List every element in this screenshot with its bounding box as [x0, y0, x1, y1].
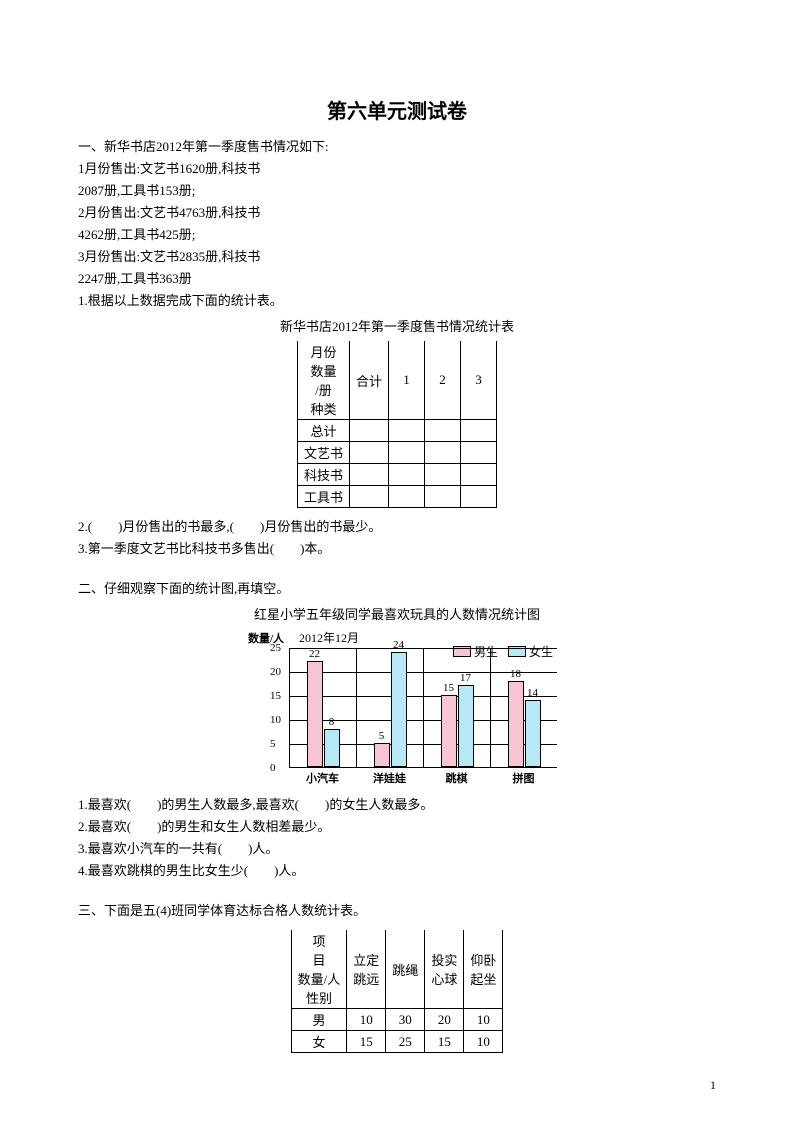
- t1-hd3: /册: [304, 380, 343, 399]
- table1: 月份 数量 /册 种类 合计 1 2 3 总计 文艺书 科技书 工具书: [297, 341, 497, 508]
- t3-col3: 投实心球: [425, 930, 464, 1009]
- t3-f-2: 15: [425, 1031, 464, 1053]
- ytick: 10: [270, 714, 281, 726]
- s1-line5: 3月份售出:文艺书2835册,科技书: [78, 246, 716, 268]
- bar-value-label: 8: [329, 716, 335, 728]
- bar-boys: 5: [374, 743, 390, 767]
- x-category-label: 跳棋: [423, 768, 490, 786]
- t3-hd3: 数量/人: [298, 969, 341, 988]
- bar-value-label: 15: [443, 682, 454, 694]
- t3-hd1: 项: [298, 931, 341, 950]
- bar-value-label: 5: [379, 730, 385, 742]
- t3-row-f: 女: [291, 1031, 347, 1053]
- table3: 项 目 数量/人 性别 立定跳远 跳绳 投实心球 仰卧起坐 男 10 30 20…: [291, 930, 504, 1053]
- t3-m-1: 30: [386, 1009, 425, 1031]
- t1-row-keji: 科技书: [297, 464, 349, 486]
- ytick: 15: [270, 690, 281, 702]
- s1-line4: 4262册,工具书425册;: [78, 224, 716, 246]
- bar-group: 524: [357, 648, 424, 767]
- bar-group: 1517: [424, 648, 491, 767]
- table1-title: 新华书店2012年第一季度售书情况统计表: [78, 316, 716, 335]
- t3-f-3: 10: [464, 1031, 503, 1053]
- page-number: 1: [710, 1078, 716, 1093]
- bar-girls: 14: [525, 700, 541, 767]
- t1-col-2: 2: [425, 341, 461, 420]
- bar-value-label: 24: [393, 639, 404, 651]
- table1-container: 月份 数量 /册 种类 合计 1 2 3 总计 文艺书 科技书 工具书: [78, 341, 716, 508]
- bar-boys: 18: [508, 681, 524, 767]
- table3-container: 项 目 数量/人 性别 立定跳远 跳绳 投实心球 仰卧起坐 男 10 30 20…: [78, 930, 716, 1053]
- t3-m-2: 20: [425, 1009, 464, 1031]
- chart-title: 红星小学五年级同学最喜欢玩具的人数情况统计图: [78, 604, 716, 623]
- ytick: 0: [270, 762, 276, 774]
- s2-q1: 1.最喜欢( )的男生人数最多,最喜欢( )的女生人数最多。: [78, 794, 716, 816]
- bar-value-label: 17: [460, 672, 471, 684]
- s2-q2: 2.最喜欢( )的男生和女生人数相差最少。: [78, 816, 716, 838]
- bar-group: 1814: [491, 648, 557, 767]
- ytick: 20: [270, 666, 281, 678]
- t1-row-gongju: 工具书: [297, 486, 349, 508]
- t3-col4: 仰卧起坐: [464, 930, 503, 1009]
- x-axis-labels: 小汽车洋娃娃跳棋拼图: [289, 768, 557, 786]
- s2-q3: 3.最喜欢小汽车的一共有( )人。: [78, 838, 716, 860]
- bar-value-label: 22: [309, 648, 320, 660]
- s1-line3: 2月份售出:文艺书4763册,科技书: [78, 202, 716, 224]
- bar-girls: 17: [458, 685, 474, 767]
- t1-col-1: 1: [389, 341, 425, 420]
- s1-q1: 1.根据以上数据完成下面的统计表。: [78, 290, 716, 312]
- x-category-label: 小汽车: [289, 768, 356, 786]
- x-category-label: 拼图: [490, 768, 557, 786]
- t1-hd2: 数量: [304, 361, 343, 380]
- t3-row-m: 男: [291, 1009, 347, 1031]
- page-title: 第六单元测试卷: [78, 95, 716, 124]
- bar-value-label: 18: [510, 668, 521, 680]
- bar-boys: 15: [441, 695, 457, 767]
- t1-col-3: 3: [461, 341, 497, 420]
- plot-area: 数量/人 0510152025 22852415171814: [289, 648, 557, 768]
- s1-line1: 1月份售出:文艺书1620册,科技书: [78, 158, 716, 180]
- t1-row-total: 总计: [297, 420, 349, 442]
- t3-col2: 跳绳: [386, 930, 425, 1009]
- bar-boys: 22: [307, 661, 323, 767]
- t1-hd4: 种类: [304, 399, 343, 418]
- bar-value-label: 14: [527, 687, 538, 699]
- bar-group: 228: [290, 648, 357, 767]
- s1-q3: 3.第一季度文艺书比科技书多售出( )本。: [78, 538, 716, 560]
- t1-hd1: 月份: [304, 342, 343, 361]
- section1-heading: 一、新华书店2012年第一季度售书情况如下:: [78, 136, 716, 158]
- t1-col-total: 合计: [350, 341, 389, 420]
- t1-row-wenyi: 文艺书: [297, 442, 349, 464]
- t3-f-1: 25: [386, 1031, 425, 1053]
- t3-col1: 立定跳远: [347, 930, 386, 1009]
- t3-hd2: 目: [298, 950, 341, 969]
- bar-chart: 2012年12月 男生 女生 数量/人 0510152025 228524151…: [237, 629, 557, 786]
- t3-m-0: 10: [347, 1009, 386, 1031]
- x-category-label: 洋娃娃: [356, 768, 423, 786]
- t3-f-0: 15: [347, 1031, 386, 1053]
- section2-heading: 二、仔细观察下面的统计图,再填空。: [78, 578, 716, 600]
- ytick: 5: [270, 738, 276, 750]
- t3-hd4: 性别: [298, 988, 341, 1007]
- bar-girls: 24: [391, 652, 407, 767]
- ytick: 25: [270, 642, 281, 654]
- t3-m-3: 10: [464, 1009, 503, 1031]
- bar-girls: 8: [324, 729, 340, 767]
- s2-q4: 4.最喜欢跳棋的男生比女生少( )人。: [78, 860, 716, 882]
- chart-container: 2012年12月 男生 女生 数量/人 0510152025 228524151…: [78, 629, 716, 786]
- section3-heading: 三、下面是五(4)班同学体育达标合格人数统计表。: [78, 900, 716, 922]
- s1-q2: 2.( )月份售出的书最多,( )月份售出的书最少。: [78, 516, 716, 538]
- s1-line2: 2087册,工具书153册;: [78, 180, 716, 202]
- s1-line6: 2247册,工具书363册: [78, 268, 716, 290]
